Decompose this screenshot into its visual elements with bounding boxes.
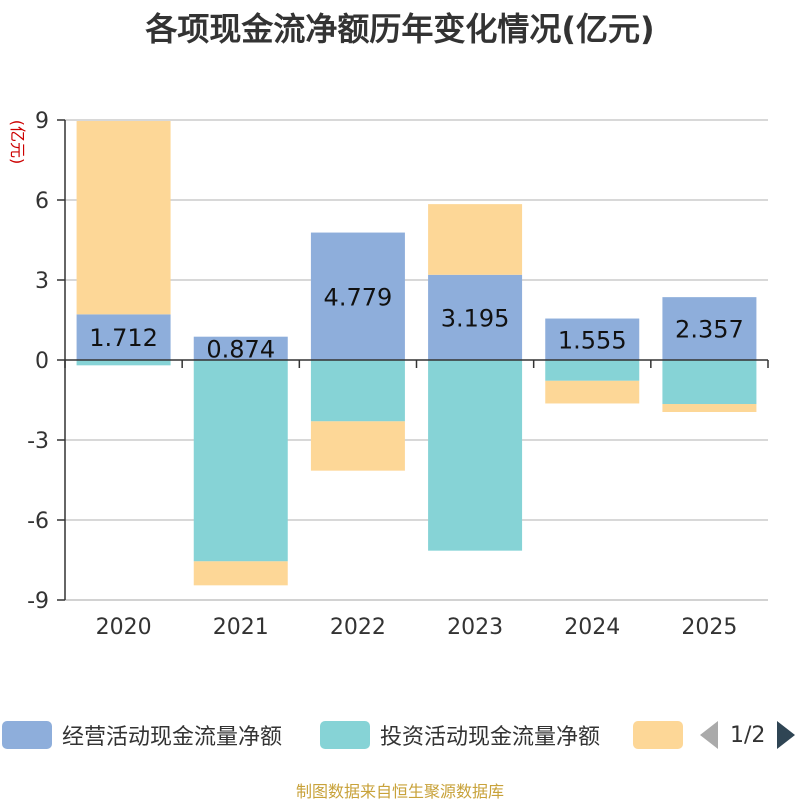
bar-financing-2023 (428, 204, 523, 275)
bar-operating-2024 (545, 318, 640, 360)
legend-swatch-financing (633, 721, 683, 749)
x-tick-label-2024: 2024 (564, 615, 620, 640)
bar-operating-2021 (193, 336, 288, 360)
prev-page-icon[interactable] (700, 721, 718, 749)
y-tick-label: 3 (35, 269, 49, 294)
bar-financing-2024 (545, 380, 640, 404)
x-tick-label-2021: 2021 (213, 615, 269, 640)
y-tick-label: -9 (27, 589, 49, 614)
data-label-2023: 3.195 (441, 304, 510, 332)
next-page-icon[interactable] (777, 721, 796, 749)
y-tick-label: -3 (27, 429, 49, 454)
legend-item-financing[interactable] (633, 720, 693, 750)
bar-financing-2021 (193, 561, 288, 586)
bar-financing-2025 (662, 404, 757, 412)
data-label-2020: 1.712 (89, 324, 158, 352)
bar-investing-2021 (193, 360, 288, 562)
data-label-2024: 1.555 (558, 326, 627, 354)
chart-area: 9 6 3 0 -3 -6 -9 (亿元) 2020 2021 2022 2023 2024 2025 1… (8, 109, 769, 640)
bar-financing-2022 (310, 421, 405, 471)
data-labels: 1.712 0.874 4.779 3.195 1.555 2.357 (89, 283, 744, 363)
bar-investing-2023 (428, 360, 523, 551)
x-tick-label-2022: 2022 (330, 615, 386, 640)
bar-operating-2020 (76, 314, 171, 360)
legend-item-investing[interactable]: 投资活动现金流量净额 (320, 720, 600, 750)
bars (76, 121, 757, 586)
data-label-2025: 2.357 (675, 316, 744, 344)
legend-pager: 1/2 (700, 720, 796, 750)
y-tick-label: 9 (35, 109, 49, 134)
grid-lines (65, 119, 768, 601)
bar-investing-2025 (662, 360, 757, 404)
bar-investing-2022 (310, 360, 405, 422)
y-tick-label: 0 (35, 349, 49, 374)
legend-swatch-investing (320, 721, 370, 749)
bar-operating-2022 (310, 232, 405, 360)
x-tick-label-2023: 2023 (447, 615, 503, 640)
data-label-2021: 0.874 (206, 335, 275, 363)
data-label-2022: 4.779 (324, 283, 393, 311)
bar-investing-2024 (545, 360, 640, 381)
legend: 经营活动现金流量净额 投资活动现金流量净额 1/2 (0, 712, 800, 756)
y-axis-unit-label: (亿元) (8, 120, 27, 165)
bar-investing-2020 (76, 360, 171, 366)
source-note: 制图数据来自恒生聚源数据库 (295, 782, 504, 801)
x-tick-label-2025: 2025 (681, 615, 737, 640)
chart-title: 各项现金流净额历年变化情况(亿元) (145, 10, 655, 48)
y-tick-label: -6 (27, 509, 49, 534)
legend-page-indicator: 1/2 (730, 722, 766, 748)
x-tick-label-2020: 2020 (96, 615, 152, 640)
bar-operating-2023 (428, 274, 523, 360)
legend-item-operating[interactable]: 经营活动现金流量净额 (2, 720, 282, 750)
bar-operating-2025 (662, 297, 757, 360)
bar-financing-2020 (76, 121, 171, 315)
legend-swatch-operating (2, 721, 52, 749)
legend-label-operating: 经营活动现金流量净额 (62, 725, 283, 750)
axes: 9 6 3 0 -3 -6 -9 (亿元) 2020 2021 2022 2023 2024 2025 (8, 109, 769, 640)
legend-label-investing: 投资活动现金流量净额 (380, 725, 601, 750)
y-tick-label: 6 (35, 189, 49, 214)
